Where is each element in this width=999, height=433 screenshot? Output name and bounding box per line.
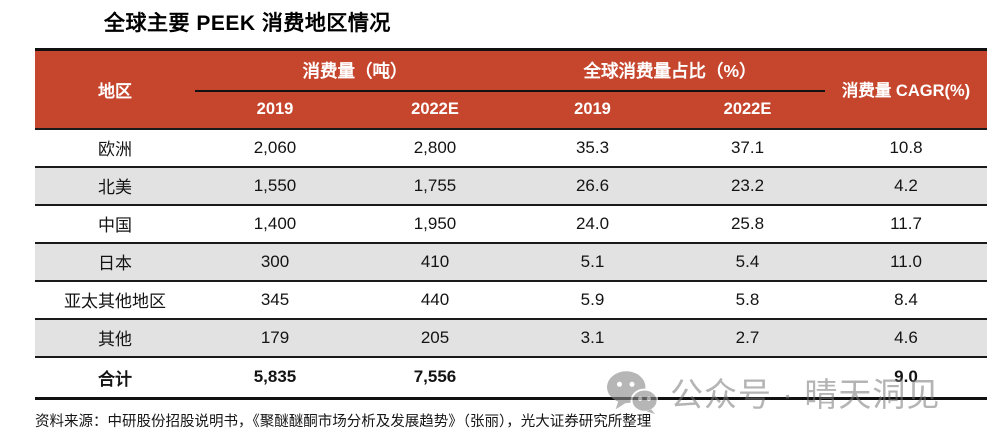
value-cell: 25.8 xyxy=(670,203,825,243)
value-cell: 2,060 xyxy=(195,127,355,167)
value-cell xyxy=(515,355,670,399)
region-cell: 北美 xyxy=(35,165,195,205)
header-cagr: 消费量 CAGR(%) xyxy=(825,49,987,129)
subheader-share-2019: 2019 xyxy=(515,90,670,129)
value-cell: 5.9 xyxy=(515,279,670,319)
value-cell: 2,800 xyxy=(355,127,515,167)
value-cell: 23.2 xyxy=(670,165,825,205)
value-cell: 24.0 xyxy=(515,203,670,243)
table-row: 中国 1,400 1,950 24.0 25.8 11.7 xyxy=(35,203,987,243)
value-cell xyxy=(670,355,825,399)
value-cell: 10.8 xyxy=(825,127,987,167)
region-cell: 日本 xyxy=(35,241,195,281)
value-cell: 8.4 xyxy=(825,279,987,319)
value-cell: 35.3 xyxy=(515,127,670,167)
table-row: 日本 300 410 5.1 5.4 11.0 xyxy=(35,241,987,281)
value-cell: 410 xyxy=(355,241,515,281)
subheader-consumption-2019: 2019 xyxy=(195,90,355,129)
region-cell: 欧洲 xyxy=(35,127,195,167)
value-cell: 5,835 xyxy=(195,355,355,399)
value-cell: 4.2 xyxy=(825,165,987,205)
source-note: 资料来源：中研股份招股说明书，《聚醚醚酮市场分析及发展趋势》（张丽），光大证券研… xyxy=(35,414,652,430)
page-title: 全球主要 PEEK 消费地区情况 xyxy=(104,12,391,35)
value-cell: 5.8 xyxy=(670,279,825,319)
value-cell: 300 xyxy=(195,241,355,281)
value-cell: 1,550 xyxy=(195,165,355,205)
region-cell: 亚太其他地区 xyxy=(35,279,195,319)
subheader-share-2022e: 2022E xyxy=(670,90,825,129)
region-cell: 合计 xyxy=(35,355,195,399)
table-row: 合计 5,835 7,556 9.0 xyxy=(35,355,987,399)
value-cell: 11.0 xyxy=(825,241,987,281)
value-cell: 11.7 xyxy=(825,203,987,243)
value-cell: 179 xyxy=(195,317,355,357)
header-group-consumption: 消费量（吨） xyxy=(195,49,515,92)
value-cell: 2.7 xyxy=(670,317,825,357)
table-row: 欧洲 2,060 2,800 35.3 37.1 10.8 xyxy=(35,127,987,167)
value-cell: 345 xyxy=(195,279,355,319)
value-cell: 1,950 xyxy=(355,203,515,243)
value-cell: 5.1 xyxy=(515,241,670,281)
table-body: 欧洲 2,060 2,800 35.3 37.1 10.8 北美 1,550 1,755 26.6… xyxy=(35,127,987,399)
value-cell: 5.4 xyxy=(670,241,825,281)
value-cell: 440 xyxy=(355,279,515,319)
value-cell: 9.0 xyxy=(825,355,987,399)
value-cell: 1,400 xyxy=(195,203,355,243)
region-cell: 中国 xyxy=(35,203,195,243)
subheader-consumption-2022e: 2022E xyxy=(355,90,515,129)
value-cell: 4.6 xyxy=(825,317,987,357)
table-row: 北美 1,550 1,755 26.6 23.2 4.2 xyxy=(35,165,987,205)
value-cell: 3.1 xyxy=(515,317,670,357)
table-row: 亚太其他地区 345 440 5.9 5.8 8.4 xyxy=(35,279,987,319)
peek-consumption-table: 地区 消费量（吨） 全球消费量占比（%） 消费量 CAGR(%) 2019 20… xyxy=(35,48,987,400)
value-cell: 26.6 xyxy=(515,165,670,205)
value-cell: 7,556 xyxy=(355,355,515,399)
value-cell: 37.1 xyxy=(670,127,825,167)
value-cell: 205 xyxy=(355,317,515,357)
header-group-share: 全球消费量占比（%） xyxy=(515,49,825,92)
region-cell: 其他 xyxy=(35,317,195,357)
value-cell: 1,755 xyxy=(355,165,515,205)
table-header: 地区 消费量（吨） 全球消费量占比（%） 消费量 CAGR(%) 2019 20… xyxy=(35,49,987,129)
table-row: 其他 179 205 3.1 2.7 4.6 xyxy=(35,317,987,357)
header-region: 地区 xyxy=(35,49,195,129)
